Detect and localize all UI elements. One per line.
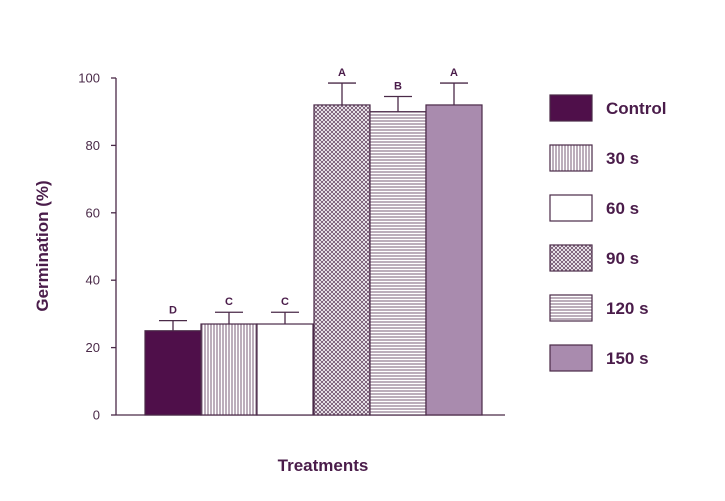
significance-label: A xyxy=(450,67,458,79)
legend-label: 60 s xyxy=(606,199,639,218)
y-axis: 0 20 40 60 80 100 xyxy=(78,71,117,423)
legend-label: 150 s xyxy=(606,349,649,368)
bar-90-s xyxy=(313,104,371,416)
legend-swatch xyxy=(549,144,593,172)
significance-label: C xyxy=(281,296,289,308)
y-tick-label: 60 xyxy=(86,205,100,220)
legend-swatch xyxy=(549,294,593,322)
legend-label: 90 s xyxy=(606,249,639,268)
significance-label: D xyxy=(169,305,177,317)
bar-60-s xyxy=(256,323,314,416)
legend-swatch xyxy=(549,244,593,272)
bar-30-s xyxy=(200,323,258,416)
y-tick-label: 0 xyxy=(93,408,100,423)
bar-150-s xyxy=(425,104,483,416)
legend-swatch xyxy=(549,344,593,372)
bar-control xyxy=(144,330,202,416)
y-tick-label: 80 xyxy=(86,138,100,153)
significance-label: C xyxy=(225,296,233,308)
x-axis-title: Treatments xyxy=(278,456,369,475)
y-tick-label: 100 xyxy=(78,71,100,86)
legend-swatch xyxy=(549,94,593,122)
significance-label: B xyxy=(394,81,402,93)
bars: D C C A B A xyxy=(144,67,483,416)
legend-label: 120 s xyxy=(606,299,649,318)
bar-120-s xyxy=(369,111,427,416)
significance-label: A xyxy=(338,67,346,79)
y-tick-label: 40 xyxy=(86,273,100,288)
y-tick-label: 20 xyxy=(86,340,100,355)
y-ticks: 0 20 40 60 80 100 xyxy=(78,71,116,423)
legend-label: Control xyxy=(606,99,666,118)
legend-label: 30 s xyxy=(606,149,639,168)
y-axis-title: Germination (%) xyxy=(33,180,52,311)
legend-swatch xyxy=(549,194,593,222)
legend: Control 30 s 60 s 90 s 120 s 150 s xyxy=(549,94,666,372)
